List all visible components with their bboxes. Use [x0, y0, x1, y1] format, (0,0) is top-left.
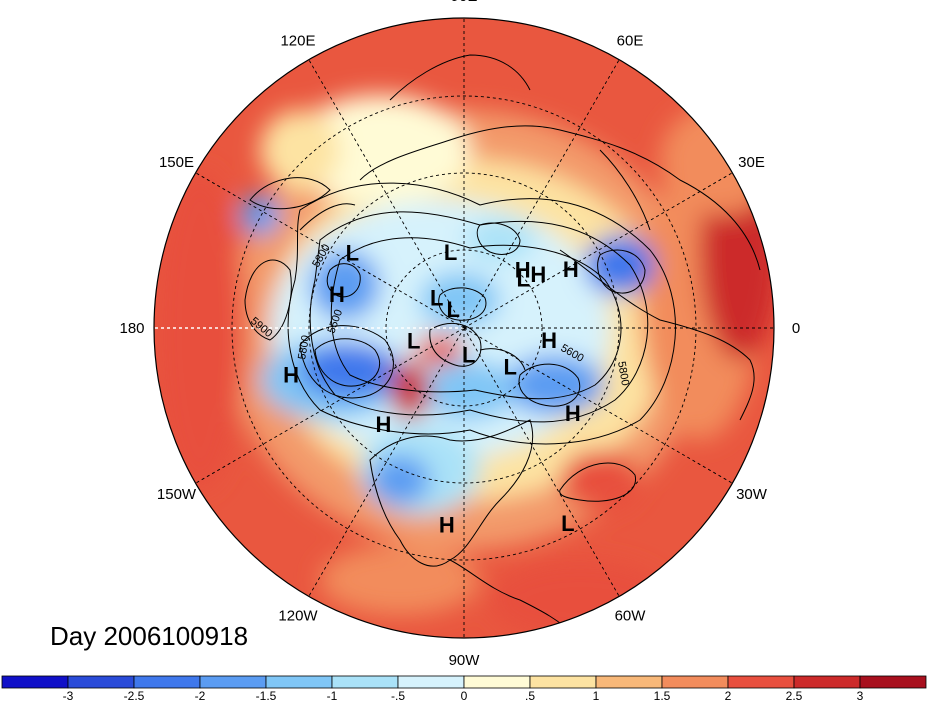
colorbar-swatch	[397, 675, 465, 689]
low-pressure-center: L	[446, 297, 459, 322]
low-pressure-center: L	[444, 240, 457, 265]
colorbar-tick-label: 1.5	[654, 689, 671, 702]
colorbar-tick-label: -2	[195, 689, 206, 702]
colorbar-swatch	[859, 675, 927, 689]
colorbar-swatch	[199, 675, 267, 689]
low-pressure-center: L	[430, 286, 443, 311]
longitude-label: 150W	[157, 486, 197, 503]
high-pressure-center: H	[565, 401, 581, 426]
longitude-label: 150E	[159, 154, 194, 171]
low-pressure-center: L	[516, 266, 529, 291]
longitude-label: 120E	[280, 33, 315, 50]
colorbar-tick-label: -2.5	[124, 689, 145, 702]
colorbar-swatch	[1, 675, 69, 689]
longitude-label: 30E	[738, 154, 765, 171]
map-title: Day 2006100918	[50, 621, 248, 651]
low-pressure-center: L	[503, 355, 516, 380]
longitude-label: 0	[792, 320, 800, 337]
colorbar-tick-label: -1	[327, 689, 338, 702]
map-boundary	[153, 17, 775, 639]
colorbar-tick-label: -3	[63, 689, 74, 702]
longitude-label: 120W	[278, 608, 318, 625]
low-pressure-center: L	[462, 343, 475, 368]
high-pressure-center: H	[283, 362, 299, 387]
colorbar-tick-label: .5	[525, 689, 535, 702]
colorbar-swatch	[331, 675, 399, 689]
colorbar-tick-label: -1.5	[256, 689, 277, 702]
high-pressure-center: H	[329, 282, 345, 307]
colorbar: -3 -2.5 -2 -1.5 -1 -.5 0 .5 1 1.5 2 2.5 3	[1, 675, 927, 702]
longitude-label: 60E	[617, 33, 644, 50]
colorbar-tick-label: 1	[593, 689, 600, 702]
high-pressure-center: H	[563, 257, 579, 282]
colorbar-swatch	[661, 675, 729, 689]
colorbar-tick-label: 0	[461, 689, 468, 702]
longitude-label: 30W	[736, 486, 768, 503]
high-pressure-center: H	[530, 262, 546, 287]
graticule	[154, 18, 774, 638]
high-pressure-center: H	[515, 257, 531, 282]
high-pressure-center: H	[439, 513, 455, 538]
colorbar-swatch	[67, 675, 135, 689]
high-pressure-center: H	[376, 412, 392, 437]
low-pressure-center: L	[561, 511, 574, 536]
height-contours	[244, 177, 676, 502]
colorbar-swatch	[463, 675, 531, 689]
colorbar-swatch	[265, 675, 333, 689]
contour-label: 5800	[615, 360, 631, 386]
colorbar-tick-label: 2	[725, 689, 732, 702]
high-pressure-center: H	[541, 328, 557, 353]
longitude-label: 90W	[449, 652, 481, 669]
longitude-label: 90E	[451, 0, 478, 5]
colorbar-tick-label: 2.5	[786, 689, 803, 702]
colorbar-swatch	[595, 675, 663, 689]
colorbar-swatch	[793, 675, 861, 689]
longitude-label: 180	[119, 320, 144, 337]
colorbar-tick-label: -.5	[391, 689, 405, 702]
contour-label: 5800	[296, 334, 312, 360]
colorbar-swatch	[529, 675, 597, 689]
colorbar-swatch	[727, 675, 795, 689]
low-pressure-center: L	[407, 329, 420, 354]
colorbar-swatch	[133, 675, 201, 689]
longitude-labels: 90E 60E 30E 0 30W 60W 90W 120W 150W 180 150E 120E	[119, 0, 800, 669]
low-pressure-center: L	[346, 241, 359, 266]
colorbar-tick-label: 3	[857, 689, 864, 702]
longitude-label: 60W	[615, 608, 647, 625]
